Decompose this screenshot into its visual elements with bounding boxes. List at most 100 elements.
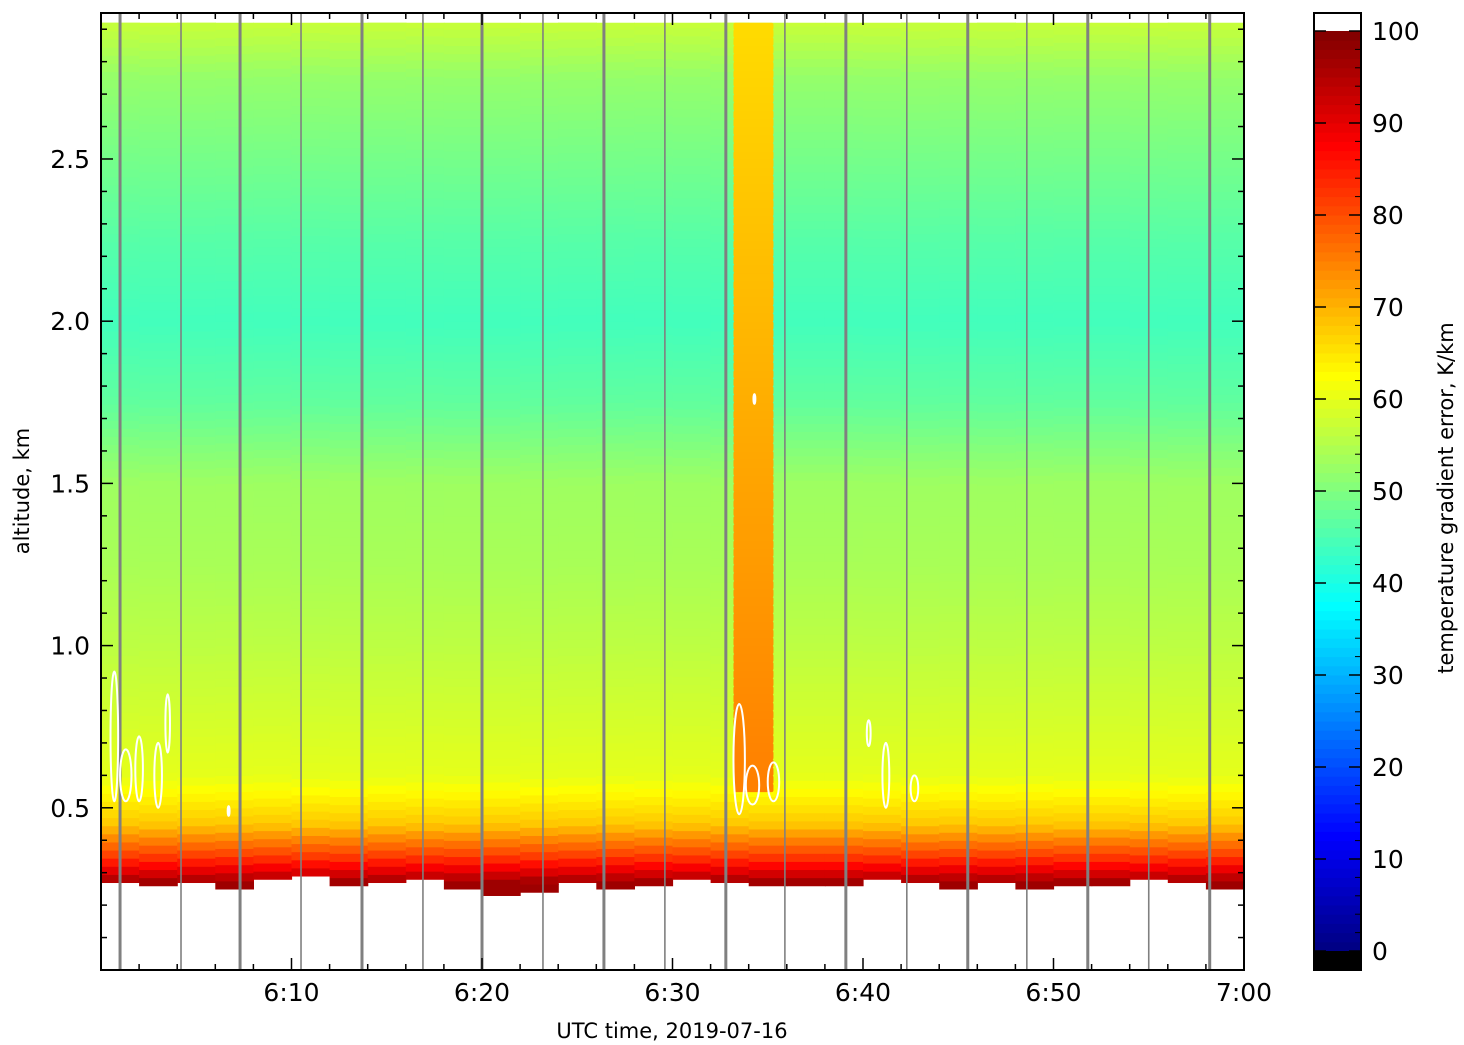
- heatmap-cell: [443, 337, 483, 347]
- heatmap-cell: [901, 493, 940, 502]
- heatmap-cell: [1015, 751, 1055, 760]
- heatmap-cell: [139, 674, 178, 684]
- heatmap-cell: [901, 22, 940, 24]
- heatmap-cell: [253, 246, 293, 256]
- heatmap-cell: [405, 854, 445, 864]
- heatmap-cell: [520, 721, 559, 731]
- heatmap-cell: [291, 275, 331, 285]
- heatmap-cell: [405, 846, 445, 856]
- heatmap-cell: [1053, 431, 1093, 441]
- heatmap-cell: [215, 353, 254, 363]
- heatmap-cell: [1205, 69, 1244, 79]
- heatmap-cell: [1015, 759, 1055, 768]
- heatmap-cell: [177, 760, 216, 770]
- heatmap-cell: [291, 154, 331, 163]
- heatmap-cell: [786, 707, 826, 716]
- heatmap-cell: [443, 864, 483, 874]
- heatmap-cell: [1205, 37, 1244, 47]
- heatmap-cell: [634, 293, 674, 303]
- heatmap-cell: [1205, 183, 1244, 193]
- heatmap-cell: [786, 658, 826, 668]
- heatmap-cell: [634, 98, 674, 108]
- heatmap-cell: [977, 103, 1016, 113]
- heatmap-cell: [291, 64, 331, 74]
- heatmap-cell: [1053, 269, 1093, 278]
- heatmap-cell: [139, 472, 178, 481]
- heatmap-cell: [215, 345, 254, 355]
- heatmap-cell: [824, 163, 864, 173]
- heatmap-cell: [291, 259, 331, 269]
- heatmap-cell: [1205, 759, 1244, 768]
- heatmap-cell: [824, 528, 864, 538]
- heatmap-cell: [596, 288, 635, 298]
- heatmap-cell: [482, 497, 521, 507]
- heatmap-cell: [1015, 702, 1055, 712]
- heatmap-cell: [1091, 455, 1131, 465]
- heatmap-cell: [443, 102, 483, 111]
- heatmap-cell: [329, 796, 369, 806]
- heatmap-cell: [177, 663, 216, 673]
- heatmap-cell: [710, 809, 750, 819]
- heatmap-cell: [482, 376, 521, 386]
- colorbar-band: [1314, 472, 1361, 483]
- heatmap-cell: [291, 502, 331, 512]
- heatmap-cell: [177, 752, 216, 762]
- heatmap-cell: [367, 841, 407, 851]
- high-error-cell: [733, 183, 774, 193]
- x-tick-label: 6:40: [835, 978, 891, 1007]
- heatmap-cell: [139, 309, 178, 319]
- heatmap-cell: [215, 150, 254, 160]
- heatmap-cell: [634, 107, 674, 116]
- heatmap-cell: [1053, 755, 1093, 765]
- heatmap-cell: [1205, 175, 1244, 184]
- high-error-cell: [733, 613, 774, 622]
- heatmap-cell: [520, 446, 559, 455]
- high-error-cell: [733, 207, 774, 217]
- heatmap-cell: [596, 856, 635, 866]
- heatmap-cell: [977, 87, 1016, 97]
- heatmap-cell: [901, 785, 940, 794]
- heatmap-cell: [1053, 828, 1093, 838]
- heatmap-cell: [482, 165, 521, 175]
- heatmap-cell: [482, 506, 521, 515]
- heatmap-cell: [520, 527, 559, 536]
- heatmap-cell: [1205, 94, 1244, 103]
- heatmap-cell: [482, 60, 521, 69]
- heatmap-cell: [863, 270, 902, 280]
- heatmap-cell: [443, 134, 483, 144]
- heatmap-cell: [177, 785, 216, 794]
- heatmap-cell: [520, 729, 559, 739]
- heatmap-cell: [672, 327, 712, 337]
- heatmap-cell: [405, 489, 445, 499]
- high-error-cell: [733, 158, 774, 168]
- heatmap-cell: [177, 801, 216, 811]
- heatmap-cell: [1091, 601, 1131, 611]
- heatmap-cell: [786, 536, 826, 546]
- heatmap-cell: [672, 392, 712, 402]
- heatmap-cell: [1167, 825, 1207, 835]
- colorbar-band: [1314, 435, 1361, 446]
- heatmap-cell: [215, 613, 254, 622]
- heatmap-cell: [329, 447, 369, 457]
- heatmap-cell: [786, 285, 826, 295]
- heatmap-cell: [977, 866, 1016, 875]
- heatmap-cell: [367, 436, 407, 446]
- heatmap-cell: [1205, 29, 1244, 38]
- heatmap-cell: [1015, 832, 1055, 841]
- colorbar-band: [1314, 316, 1361, 326]
- heatmap-cell: [291, 632, 331, 642]
- heatmap-cell: [139, 804, 178, 814]
- heatmap-cell: [291, 243, 331, 253]
- heatmap-cell: [977, 387, 1016, 397]
- heatmap-cell: [329, 618, 369, 627]
- heatmap-cell: [939, 150, 978, 160]
- heatmap-cell: [672, 197, 712, 207]
- high-error-cell: [733, 223, 774, 233]
- heatmap-cell: [901, 403, 940, 413]
- heatmap-cell: [824, 585, 864, 595]
- heatmap-cell: [329, 309, 369, 319]
- heatmap-cell: [215, 296, 254, 306]
- heatmap-cell: [901, 630, 940, 640]
- heatmap-cell: [634, 139, 674, 149]
- heatmap-cell: [253, 352, 293, 361]
